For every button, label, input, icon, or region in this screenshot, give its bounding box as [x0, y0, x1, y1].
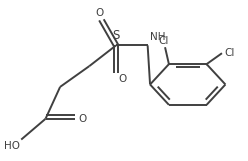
Text: Cl: Cl [159, 36, 169, 46]
Text: O: O [95, 8, 103, 18]
Text: HO: HO [4, 141, 20, 151]
Text: S: S [112, 29, 120, 42]
Text: O: O [119, 74, 127, 84]
Text: NH: NH [150, 32, 166, 42]
Text: O: O [78, 114, 87, 124]
Text: Cl: Cl [225, 48, 235, 58]
